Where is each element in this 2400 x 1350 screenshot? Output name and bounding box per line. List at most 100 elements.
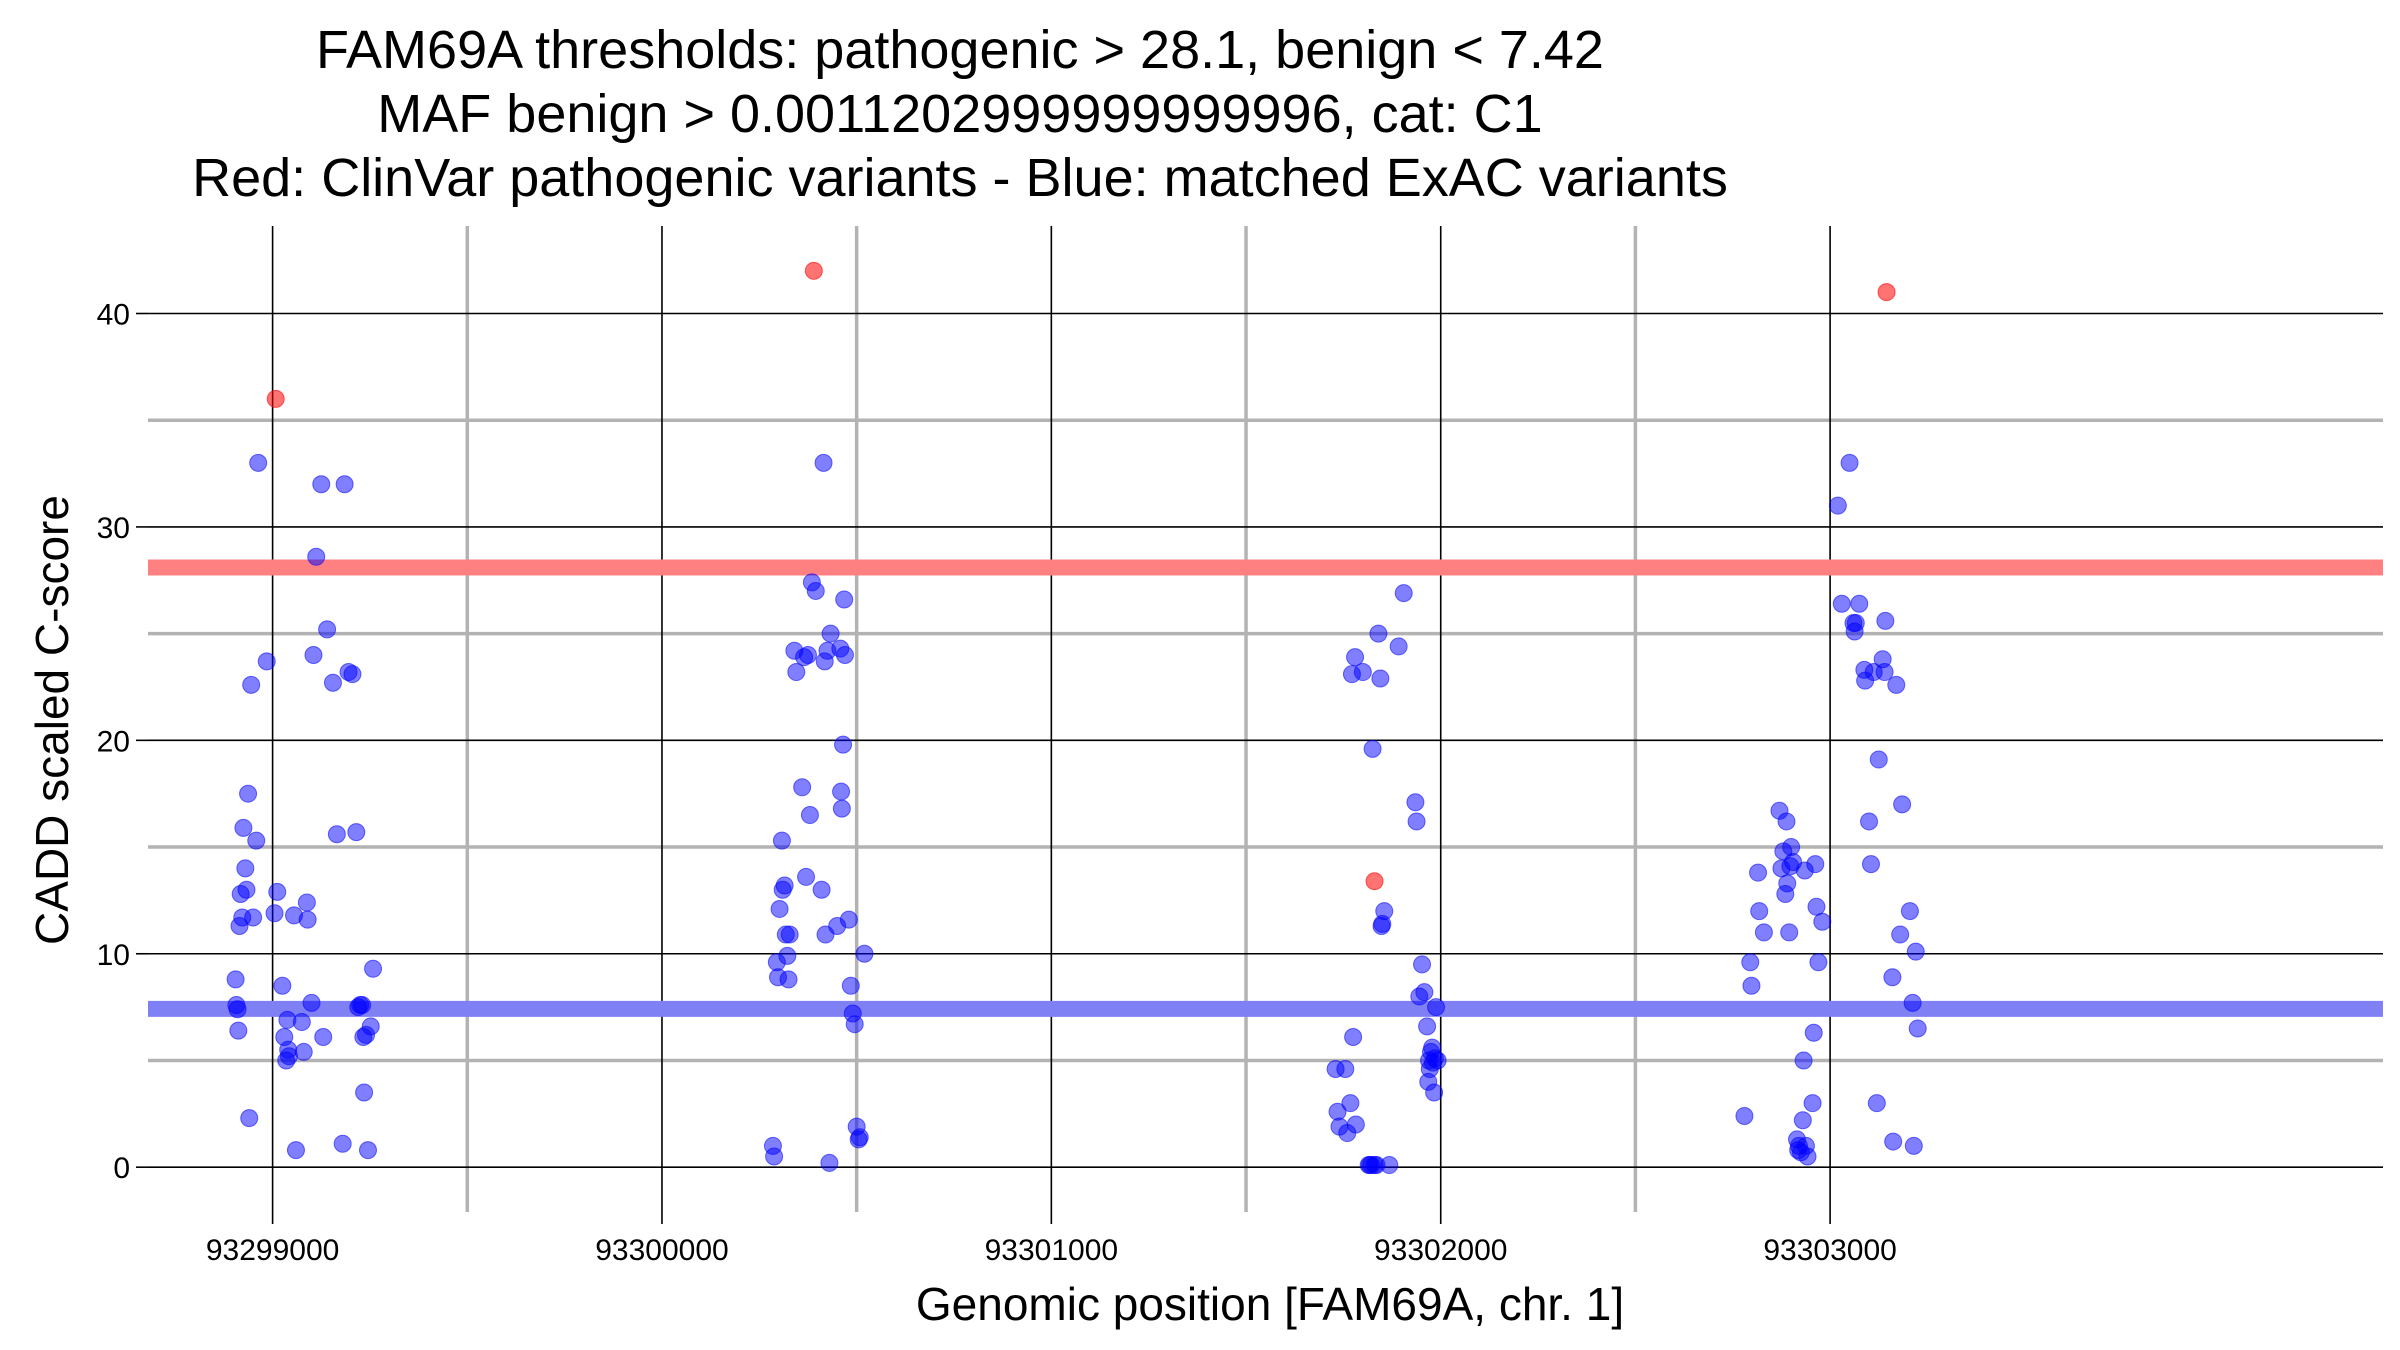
exac-variant-point: [1794, 1051, 1813, 1070]
exac-variant-point: [1777, 812, 1796, 831]
axes: 0 10 20 30 40 93299000 93300000 93301000 9330200…: [97, 299, 1897, 1267]
exac-variant-point: [820, 1153, 839, 1172]
exac-variant-point: [1884, 1132, 1903, 1151]
exac-variant-point: [806, 581, 825, 600]
exac-variant-point: [304, 645, 323, 664]
exac-variant-point: [228, 1000, 247, 1019]
exac-variant-point: [1887, 675, 1906, 694]
exac-variant-point: [821, 624, 840, 643]
exac-variant-point: [1908, 1019, 1927, 1038]
exac-variant-point: [1806, 855, 1825, 874]
exac-variant-point: [1415, 983, 1434, 1002]
exac-variant-point: [307, 547, 326, 566]
exac-variant-point: [770, 899, 789, 918]
exac-variant-point: [335, 475, 354, 494]
exac-variant-point: [1413, 955, 1432, 974]
x-tick-label: 93300000: [595, 1234, 728, 1267]
exac-variant-point: [1428, 1051, 1447, 1070]
exac-variant-point: [1803, 1094, 1822, 1113]
exac-variant-point: [1867, 1094, 1886, 1113]
exac-variant-point: [318, 620, 337, 639]
exac-variant-point: [834, 735, 853, 754]
exac-variant-point: [257, 652, 276, 671]
y-tick-label: 0: [113, 1152, 130, 1185]
exac-variant-point: [323, 673, 342, 692]
exac-variant-point: [1883, 968, 1902, 987]
clinvar-pathogenic-point: [1365, 872, 1384, 891]
x-tick-label: 93303000: [1763, 1234, 1896, 1267]
grid-lines: [148, 226, 2383, 1212]
exac-variant-point: [1363, 739, 1382, 758]
exac-variant-point: [1369, 624, 1388, 643]
exac-variant-point: [765, 1147, 784, 1166]
y-tick-label: 40: [97, 299, 130, 332]
exac-variant-point: [1904, 1136, 1923, 1155]
exac-variant-point: [787, 663, 806, 682]
y-tick-label: 10: [97, 939, 130, 972]
exac-variant-point: [1861, 855, 1880, 874]
title-line-1: FAM69A thresholds: pathogenic > 28.1, be…: [316, 20, 1604, 80]
exac-variant-point: [1371, 669, 1390, 688]
exac-variant-point: [333, 1134, 352, 1153]
y-tick-label: 20: [97, 725, 130, 758]
exac-variant-point: [1425, 1083, 1444, 1102]
exac-variant-point: [1900, 902, 1919, 921]
exac-variant-point: [286, 1141, 305, 1160]
exac-variant-point: [355, 1083, 374, 1102]
y-axis-label: CADD scaled C-score: [26, 495, 78, 945]
exac-variant-point: [312, 475, 331, 494]
x-tick-label: 93302000: [1374, 1234, 1507, 1267]
exac-variant-point: [1418, 1017, 1437, 1036]
exac-variant-point: [835, 645, 854, 664]
exac-variant-point: [1380, 1156, 1399, 1175]
exac-variant-point: [1346, 648, 1365, 667]
exac-variant-point: [1427, 998, 1446, 1017]
exac-variant-point: [798, 645, 817, 664]
exac-variant-point: [845, 1015, 864, 1034]
exac-variant-point: [1394, 584, 1413, 603]
title-line-3: Red: ClinVar pathogenic variants - Blue:…: [192, 148, 1728, 208]
exac-variant-point: [234, 818, 253, 837]
exac-variant-point: [240, 1109, 259, 1128]
exac-variant-point: [779, 970, 798, 989]
exac-variant-point: [279, 1047, 298, 1066]
exac-variant-point: [1749, 863, 1768, 882]
title-line-2: MAF benign > 0.0011202999999999996, cat:…: [377, 84, 1542, 144]
exac-variant-point: [343, 665, 362, 684]
exac-variant-point: [1850, 594, 1869, 613]
exac-variant-point: [775, 876, 794, 895]
exac-variant-point: [314, 1027, 333, 1046]
exac-variant-point: [841, 976, 860, 995]
exac-variant-point: [1389, 637, 1408, 656]
exac-variant-point: [772, 831, 791, 850]
exac-variant-point: [800, 806, 819, 825]
data-points: [226, 261, 1927, 1175]
x-axis-label: Genomic position [FAM69A, chr. 1]: [916, 1278, 1624, 1330]
chart-title: FAM69A thresholds: pathogenic > 28.1, be…: [192, 20, 1728, 208]
exac-variant-point: [361, 1017, 380, 1036]
exac-variant-point: [347, 823, 366, 842]
exac-variant-point: [832, 799, 851, 818]
clinvar-pathogenic-point: [804, 261, 823, 280]
exac-variant-point: [1407, 812, 1426, 831]
exac-variant-point: [814, 453, 833, 472]
exac-variant-point: [1341, 1094, 1360, 1113]
exac-variant-point: [1846, 613, 1865, 632]
exac-variant-point: [1344, 1027, 1363, 1046]
exac-variant-point: [229, 1021, 248, 1040]
exac-variant-point: [226, 970, 245, 989]
exac-variant-point: [237, 880, 256, 899]
exac-variant-point: [1742, 976, 1761, 995]
exac-variant-point: [1860, 812, 1879, 831]
exac-variant-point: [294, 1042, 313, 1061]
exac-variant-point: [1876, 611, 1895, 630]
y-tick-label: 30: [97, 512, 130, 545]
exac-variant-point: [327, 825, 346, 844]
exac-variant-point: [1813, 912, 1832, 931]
exac-variant-point: [1893, 795, 1912, 814]
exac-variant-point: [1735, 1106, 1754, 1125]
exac-variant-point: [1906, 942, 1925, 961]
exac-variant-point: [297, 893, 316, 912]
